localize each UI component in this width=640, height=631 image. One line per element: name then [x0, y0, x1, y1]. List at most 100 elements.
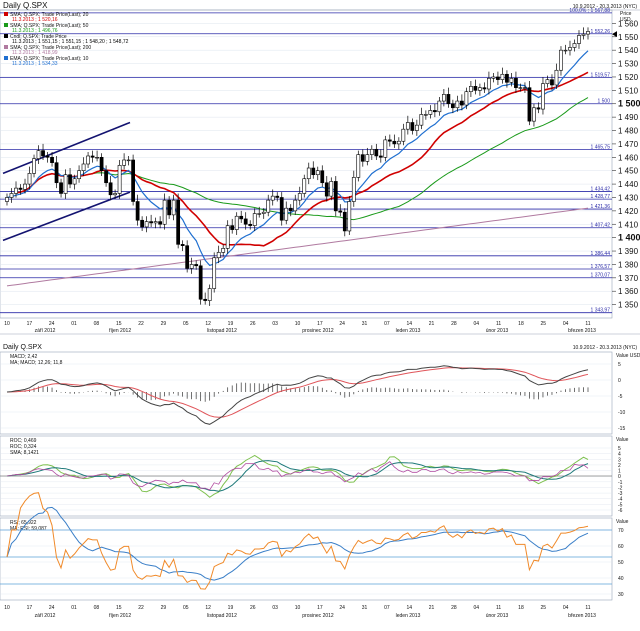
x-day-label: 10	[4, 321, 10, 327]
candle-body	[149, 221, 154, 224]
x-day-label: 19	[228, 321, 234, 327]
candle-body	[203, 298, 208, 301]
macd-legend: MA; MACD; 12,26; 11,8	[10, 360, 63, 366]
legend-swatch	[4, 45, 8, 49]
legend-label: SMA; Q.SPX; Trade Price(Last); 50	[10, 23, 89, 29]
candle-body	[279, 197, 284, 221]
y-tick-label: 1 510	[618, 86, 639, 95]
candle-body	[342, 211, 347, 232]
candle-body	[559, 49, 563, 71]
candle-body	[131, 159, 135, 202]
candle-body	[577, 35, 581, 44]
x-day-label: 12	[205, 321, 211, 327]
x-day-label: 05	[183, 321, 189, 327]
roc-tick-label: 1	[618, 469, 621, 475]
candle-body	[50, 157, 54, 163]
date-range: 10.9.2012 - 20.3.2013 (NYC)	[573, 4, 638, 10]
rsi-tick-label: 70	[618, 528, 624, 534]
x-day-label: 01	[71, 321, 77, 327]
legend-value: 11.3.2013 ; 1 418,99	[12, 50, 58, 56]
level-label: 1 519,57	[591, 73, 611, 79]
candle-body	[243, 218, 248, 225]
bottom-day-label: 29	[161, 605, 167, 611]
candle-body	[545, 79, 550, 84]
candle-body	[257, 213, 262, 215]
bottom-day-label: 24	[339, 605, 345, 611]
x-month-label: listopad 2012	[207, 328, 237, 334]
candle-body	[36, 150, 41, 159]
legend-swatch	[4, 12, 8, 16]
roc-tick-label: -4	[618, 497, 623, 503]
candle-body	[63, 174, 68, 194]
candle-body	[158, 221, 163, 225]
macd-panel-frame	[0, 351, 613, 435]
y-tick-label: 1 390	[618, 247, 639, 256]
candle-body	[387, 139, 392, 142]
x-day-label: 18	[518, 321, 524, 327]
candle-body	[297, 193, 302, 201]
candle-body	[95, 157, 99, 159]
main-plot-frame	[0, 9, 613, 319]
roc-tick-label: -1	[618, 480, 623, 486]
chart-title: Daily Q.SPX	[3, 1, 48, 10]
candle-body	[396, 140, 401, 145]
last-price-marker	[612, 31, 617, 38]
candle-body	[460, 100, 464, 106]
roc-axis-title: Value	[616, 437, 629, 443]
rsi-panel-frame	[0, 517, 613, 601]
candle-body	[478, 87, 482, 91]
candle-body	[324, 182, 329, 197]
bottom-day-label: 04	[563, 605, 569, 611]
sma-20-line	[15, 71, 589, 247]
bottom-day-label: 10	[4, 605, 10, 611]
bottom-day-label: 18	[518, 605, 524, 611]
roc-tick-label: -3	[618, 491, 623, 497]
level-label: 100,0% ; 1 567,88	[569, 8, 610, 14]
candle-body	[505, 73, 509, 83]
roc-line-purple	[6, 461, 589, 491]
legend-swatch	[4, 34, 8, 38]
candle-body	[59, 182, 63, 194]
y-tick-label: 1 380	[618, 260, 639, 269]
candle-body	[261, 211, 266, 214]
x-day-label: 21	[429, 321, 435, 327]
candle-body	[72, 178, 77, 185]
candle-body	[311, 167, 316, 176]
rsi-legend: RSI; 65,922	[10, 520, 37, 526]
bottom-day-label: 31	[362, 605, 368, 611]
candle-body	[86, 155, 90, 165]
candle-body	[356, 154, 361, 178]
candle-body	[14, 187, 18, 194]
x-day-label: 22	[138, 321, 144, 327]
candle-body	[288, 207, 293, 212]
legend-label: SMA; Q.SPX; Trade Price(Last); 200	[10, 45, 91, 51]
candle-body	[27, 173, 32, 185]
candle-body	[315, 170, 320, 176]
candle-body	[122, 159, 126, 166]
bottom-day-label: 14	[406, 605, 412, 611]
x-day-label: 15	[116, 321, 122, 327]
candle-body	[469, 86, 473, 92]
level-label: 1 376,57	[591, 264, 611, 270]
macd-tick-label: 5	[618, 362, 621, 368]
sma-200-line	[6, 207, 589, 287]
x-day-label: 31	[362, 321, 368, 327]
macd-tick-label: -15	[618, 426, 625, 432]
candle-body	[32, 158, 36, 174]
bottom-day-label: 07	[384, 605, 390, 611]
candle-body	[212, 257, 217, 289]
candle-body	[410, 122, 415, 131]
candle-body	[554, 69, 559, 86]
bottom-day-label: 08	[94, 605, 100, 611]
level-label: 1 386,44	[591, 251, 611, 257]
roc-tick-label: -2	[618, 485, 623, 491]
x-day-label: 07	[384, 321, 390, 327]
candle-body	[329, 181, 334, 197]
roc-legend: ROC; 0,469	[10, 438, 37, 444]
candle-body	[306, 167, 311, 180]
candle-body	[302, 178, 307, 194]
y-tick-label: 1 360	[618, 287, 639, 296]
rsi-tick-label: 60	[618, 544, 624, 550]
candle-body	[419, 114, 424, 126]
candle-body	[351, 177, 356, 202]
